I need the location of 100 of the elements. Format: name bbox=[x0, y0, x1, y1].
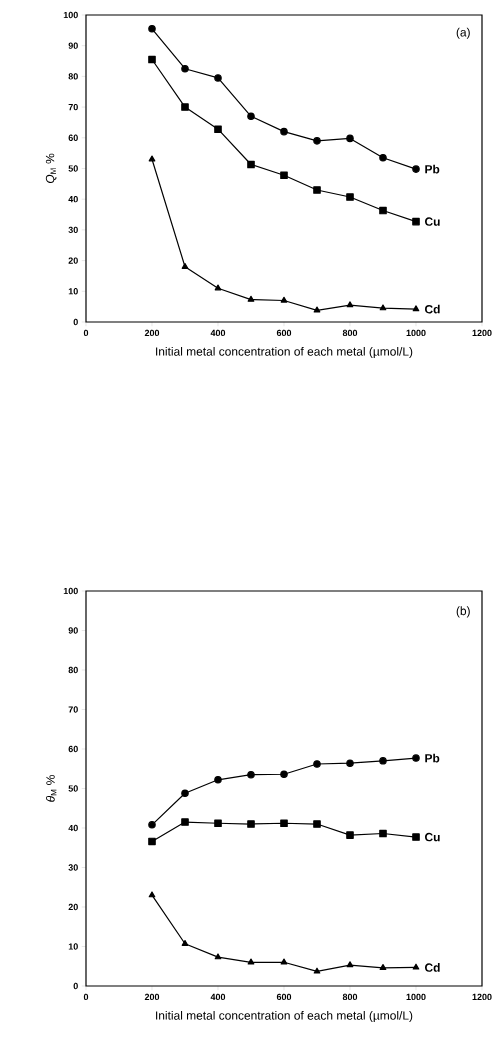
point bbox=[214, 819, 222, 828]
point bbox=[280, 127, 288, 136]
point bbox=[313, 760, 321, 768]
x-axis-title: Initial metal concentration of each metal (µmol/L) bbox=[156, 1010, 413, 1023]
series-label: Cd bbox=[424, 963, 440, 972]
point bbox=[379, 304, 387, 311]
series-label: Cd bbox=[424, 304, 440, 314]
y-tick-label: 30 bbox=[68, 864, 78, 871]
series-label: Cu bbox=[424, 832, 440, 842]
point bbox=[181, 818, 189, 826]
y-tick-label: 30 bbox=[68, 226, 78, 234]
y-tick-label: 70 bbox=[68, 103, 78, 111]
y-tick-label: 80 bbox=[68, 73, 78, 80]
x-tick-label: 600 bbox=[276, 329, 292, 337]
point bbox=[247, 295, 255, 302]
point bbox=[181, 103, 189, 111]
series-label: Pb bbox=[425, 164, 440, 174]
point bbox=[346, 193, 354, 201]
point bbox=[346, 301, 354, 308]
y-tick-label: 20 bbox=[68, 903, 78, 911]
point bbox=[214, 284, 222, 291]
point bbox=[346, 831, 354, 839]
series-label: Cu bbox=[424, 217, 440, 226]
point bbox=[379, 153, 387, 162]
y-tick-label: 10 bbox=[68, 943, 78, 950]
point bbox=[313, 820, 321, 828]
point bbox=[214, 776, 222, 784]
y-tick-label: 90 bbox=[68, 42, 78, 49]
x-tick-label: 800 bbox=[342, 993, 358, 1001]
point bbox=[148, 25, 156, 33]
point bbox=[214, 125, 222, 133]
y-axis-title: Q$_{M}$ % bbox=[45, 153, 57, 184]
y-tick-label: 90 bbox=[68, 627, 78, 634]
x-tick-label: 200 bbox=[144, 329, 160, 337]
point bbox=[280, 819, 288, 828]
annotation: (b) bbox=[456, 606, 470, 618]
y-tick-label: 100 bbox=[63, 11, 78, 19]
point bbox=[412, 305, 420, 312]
point bbox=[181, 262, 189, 269]
point bbox=[181, 789, 189, 798]
x-tick-label: 400 bbox=[210, 329, 226, 337]
point bbox=[280, 171, 288, 180]
x-tick-label: 800 bbox=[342, 329, 358, 337]
point bbox=[379, 206, 387, 215]
point bbox=[148, 55, 156, 64]
point bbox=[313, 967, 321, 974]
x-tick-label: 0 bbox=[83, 993, 89, 1001]
x-tick-label: 1200 bbox=[472, 329, 492, 337]
y-tick-label: 0 bbox=[73, 318, 78, 326]
point bbox=[379, 829, 387, 838]
point bbox=[346, 134, 354, 143]
point bbox=[346, 759, 354, 767]
x-tick-label: 1200 bbox=[472, 993, 492, 1001]
y-tick-label: 80 bbox=[68, 666, 78, 674]
y-axis-title: θ$_{M}$ % bbox=[45, 775, 57, 802]
y-tick-label: 0 bbox=[73, 982, 78, 990]
point bbox=[148, 891, 156, 898]
y-tick-label: 100 bbox=[63, 587, 78, 595]
point bbox=[379, 964, 387, 971]
point bbox=[412, 833, 420, 841]
point bbox=[181, 64, 189, 73]
point bbox=[181, 939, 189, 946]
point bbox=[313, 306, 321, 313]
point bbox=[247, 770, 255, 779]
y-tick-label: 50 bbox=[68, 785, 78, 792]
x-axis-title: Initial metal concentration of each metal (µmol/L) bbox=[156, 346, 413, 359]
y-tick-label: 70 bbox=[68, 706, 78, 713]
point bbox=[247, 820, 255, 828]
y-tick-label: 40 bbox=[68, 196, 78, 203]
point bbox=[214, 74, 222, 82]
x-tick-label: 600 bbox=[276, 993, 292, 1001]
point bbox=[280, 296, 288, 303]
y-tick-label: 20 bbox=[68, 257, 78, 264]
point bbox=[148, 837, 156, 846]
y-tick-label: 60 bbox=[68, 134, 78, 141]
point bbox=[412, 754, 420, 762]
x-tick-label: 400 bbox=[210, 993, 226, 1001]
y-tick-label: 10 bbox=[68, 288, 78, 295]
point bbox=[247, 112, 255, 121]
point bbox=[313, 186, 321, 194]
point bbox=[148, 821, 156, 829]
x-tick-label: 0 bbox=[83, 329, 89, 337]
point bbox=[379, 757, 387, 765]
point bbox=[412, 217, 420, 226]
point bbox=[412, 165, 420, 173]
point bbox=[148, 155, 156, 162]
annotation: (a) bbox=[456, 27, 470, 39]
point bbox=[247, 958, 255, 965]
point bbox=[280, 770, 288, 779]
y-tick-label: 40 bbox=[68, 824, 78, 832]
point bbox=[280, 958, 288, 965]
point bbox=[412, 963, 420, 970]
x-tick-label: 1000 bbox=[406, 993, 426, 1001]
y-tick-label: 60 bbox=[68, 745, 78, 753]
point bbox=[313, 137, 321, 145]
point bbox=[247, 160, 255, 169]
series-label: Pb bbox=[425, 753, 440, 763]
x-tick-label: 200 bbox=[144, 993, 160, 1001]
y-tick-label: 50 bbox=[68, 165, 78, 172]
point bbox=[214, 953, 222, 960]
